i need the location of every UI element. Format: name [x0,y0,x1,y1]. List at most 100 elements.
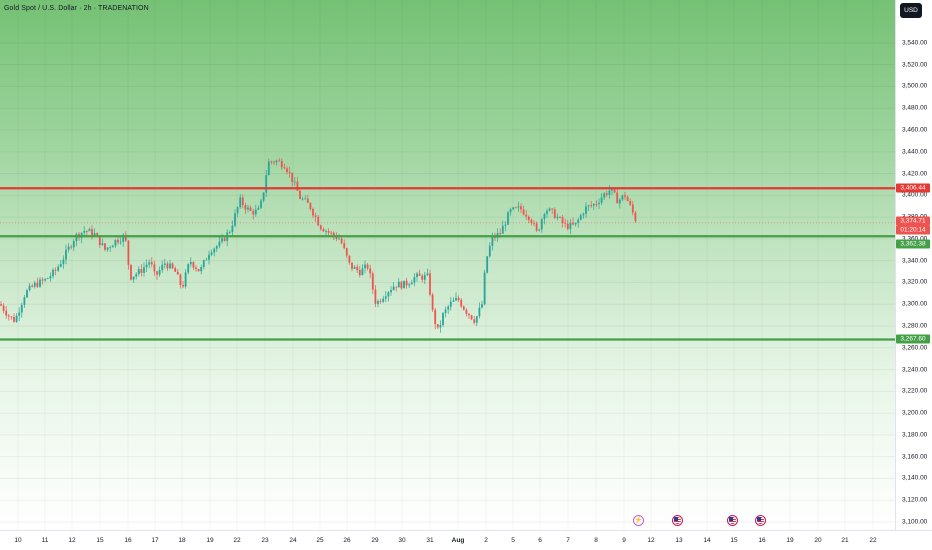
candle-body [143,267,145,273]
candle-body [618,199,621,204]
time-tick-label: 30 [398,537,406,544]
candle-body [10,316,13,318]
price-tick-label: 3,300.00 [902,300,928,308]
support-upper-price-label: 3,362.38 [896,239,930,249]
candle-body [148,262,151,265]
us-flag-icon[interactable] [755,515,766,526]
candle-body [590,205,593,207]
candle-body [535,223,538,231]
candle-body [0,304,2,306]
time-tick-label: 13 [675,537,683,544]
candle-body [119,241,122,243]
time-axis[interactable]: 10 11 12 15 16 17 18 19 22 23 24 25 26 29 30 31 Aug 2 5 6 7 8… [0,530,932,550]
candle-body [338,238,340,240]
candle-body [319,225,322,230]
candle-body [517,206,520,208]
candle-body [174,268,177,272]
candle-body [551,208,554,210]
candle-body [582,213,585,216]
candle-body [325,231,327,232]
candle-body [442,313,444,325]
price-tick-label: 3,260.00 [902,344,928,352]
candle-body [431,294,434,310]
candle-body [23,297,26,305]
candle-body [189,262,192,265]
candle-body [314,215,317,217]
candle-body [36,282,39,287]
candle-body [59,264,62,267]
candle-body [288,171,291,173]
candle-body [351,262,353,269]
candle-body [205,259,208,261]
price-tick-label: 3,440.00 [902,148,928,156]
candle-body [283,167,286,169]
candle-body [72,241,75,248]
candle-body [579,215,582,220]
candle-body [382,298,385,302]
candle-body [244,205,247,210]
time-tick-label: 15 [730,537,738,544]
candle-body [267,161,270,176]
price-tick-label: 3,360.00 [902,235,927,242]
currency-button[interactable]: USD [900,3,922,18]
candle-body [179,274,182,285]
chart-plot-area[interactable]: Gold Spot / U.S. Dollar · 2h · TRADENATI… [0,0,895,530]
price-tick-label: 3,100.00 [902,518,928,526]
candle-body [150,262,153,265]
candle-body [239,197,242,208]
candle-body [483,272,486,305]
candle-body [197,269,200,272]
candlestick-chart[interactable] [0,0,895,530]
candle-body [538,229,541,231]
candle-body [200,267,203,272]
candle-body [163,263,166,265]
us-flag-icon[interactable] [727,515,738,526]
candle-body [566,223,569,229]
candle-body [301,198,304,200]
candle-body [488,245,491,257]
candle-body [548,208,551,211]
candle-body [559,216,561,218]
time-tick-label: 24 [289,537,297,544]
candle-body [608,190,611,195]
candle-body [572,222,574,225]
candle-body [546,210,548,215]
candle-body [530,219,533,224]
price-tick-label: 3,280.00 [902,322,928,330]
candle-body [70,246,73,248]
candle-body [452,300,455,302]
time-tick-label: 23 [261,537,269,544]
time-tick-label: 14 [703,537,711,544]
candle-body [41,279,44,281]
time-tick-label: 16 [124,537,132,544]
candle-body [598,202,600,205]
candle-body [624,195,626,197]
candle-body [522,209,525,215]
candle-body [260,200,262,208]
price-axis[interactable]: 3,100.00 3,120.00 3,140.00 3,160.00 3,180.00… [895,0,932,530]
candle-body [262,192,265,201]
price-tick-label: 3,180.00 [902,431,928,439]
us-flag-icon[interactable] [672,515,683,526]
candle-body [403,280,405,289]
candle-body [57,266,60,271]
candle-body [306,198,309,203]
candle-body [65,249,67,260]
candle-body [507,212,509,225]
candle-body [88,229,91,232]
candle-body [595,204,598,205]
candle-body [327,231,330,233]
candle-body [444,309,447,314]
price-tick-label: 3,220.00 [902,387,928,395]
candle-body [332,232,335,236]
candle-body [436,324,439,328]
candle-body [2,305,5,311]
candle-body [473,319,476,323]
candle-body [54,269,57,271]
candle-body [390,290,392,293]
candle-body [137,269,140,275]
candle-body [223,238,226,241]
candle-body [28,285,31,291]
time-tick-label: 11 [41,537,49,544]
lightning-icon[interactable]: ⚡ [633,515,644,526]
